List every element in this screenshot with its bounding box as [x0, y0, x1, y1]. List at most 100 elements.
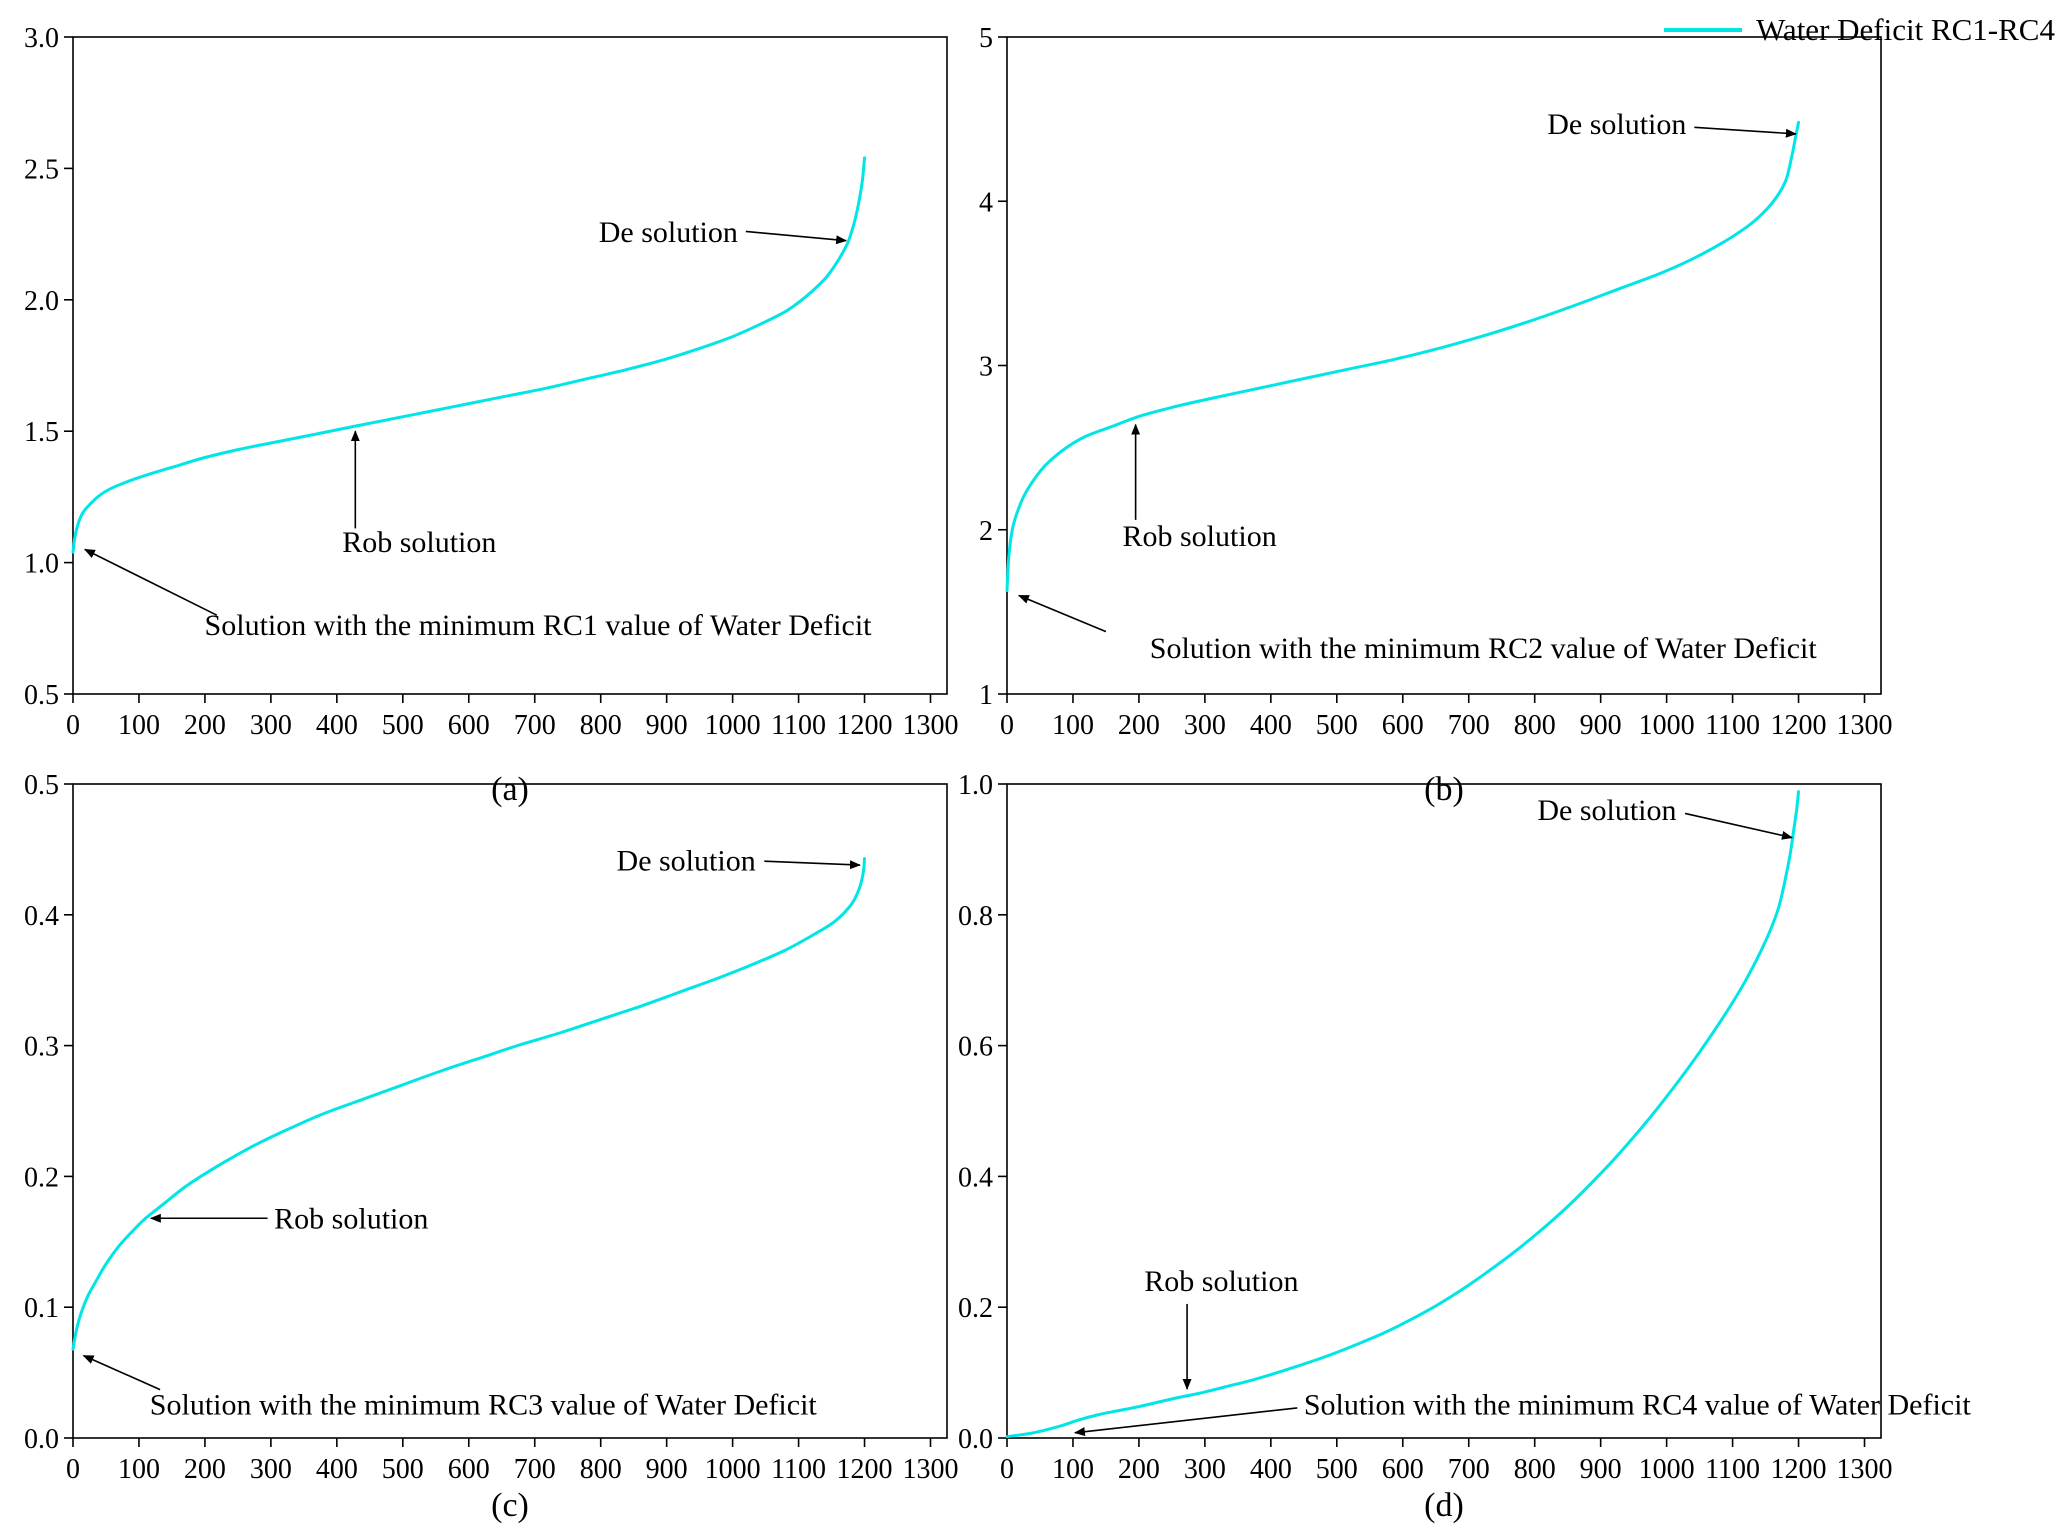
y-tick-label: 0.2 [24, 1162, 59, 1193]
y-tick-label: 0.5 [24, 770, 59, 801]
series-line [71, 857, 866, 1351]
y-tick-label: 1 [979, 680, 993, 711]
x-tick-label: 700 [1448, 710, 1490, 741]
y-tick-label: 0.0 [24, 1424, 59, 1455]
x-tick-label: 900 [646, 710, 688, 741]
x-tick-label: 400 [1250, 1454, 1292, 1485]
x-tick-label: 800 [1514, 1454, 1556, 1485]
y-tick-label: 5 [979, 23, 993, 54]
x-tick-label: 100 [118, 1454, 160, 1485]
x-tick-label: 500 [1316, 710, 1358, 741]
x-tick-label: 700 [514, 710, 556, 741]
plot-frame [72, 36, 948, 695]
annotation-label: Solution with the minimum RC2 value of W… [1150, 632, 1818, 665]
y-tick-label: 2.0 [24, 286, 59, 317]
annotation-arrow [764, 860, 861, 870]
chart-b: 0 100 200 300 400 500 600 700 800 900 1000 1100 1200… [979, 23, 1893, 808]
x-tick-label: 1300 [903, 710, 959, 741]
x-tick-label: 900 [1580, 710, 1622, 741]
annotation-arrow [1684, 812, 1793, 840]
annotation-label: De solution [599, 216, 738, 249]
y-tick-label: 0.2 [958, 1293, 993, 1324]
subplot-caption: (b) [1424, 771, 1464, 808]
annotation-label: De solution [617, 844, 756, 877]
x-tick-label: 1200 [837, 1454, 893, 1485]
x-tick-label: 1300 [903, 1454, 959, 1485]
y-tick-label: 1.0 [958, 770, 993, 801]
x-tick-label: 100 [1052, 1454, 1094, 1485]
y-tick-label: 2.5 [24, 154, 59, 185]
annotation-arrow [1073, 1407, 1298, 1437]
plot-frame [72, 783, 948, 1439]
x-tick-label: 200 [1118, 710, 1160, 741]
subplot-caption: (a) [491, 771, 529, 808]
y-tick-label: 3 [979, 352, 993, 383]
x-tick-label: 1100 [1705, 710, 1760, 741]
x-tick-label: 100 [1052, 710, 1094, 741]
plot-frame [1006, 783, 1882, 1439]
chart-a: 0 100 200 300 400 500 600 700 800 900 1000 1100 1200… [24, 23, 959, 808]
annotation-label: Solution with the minimum RC1 value of W… [205, 609, 873, 642]
x-tick-label: 700 [1448, 1454, 1490, 1485]
annotation-label: Solution with the minimum RC3 value of W… [150, 1388, 818, 1421]
x-tick-label: 300 [1184, 1454, 1226, 1485]
x-tick-label: 600 [1382, 710, 1424, 741]
x-tick-label: 800 [580, 710, 622, 741]
y-tick-label: 0.0 [958, 1424, 993, 1455]
x-tick-label: 400 [1250, 710, 1292, 741]
legend-line-swatch [1664, 28, 1743, 32]
plot-frame [1006, 36, 1882, 695]
series-line [71, 156, 866, 554]
x-tick-label: 500 [382, 710, 424, 741]
y-tick-label: 2 [979, 516, 993, 547]
x-tick-label: 1000 [705, 1454, 761, 1485]
y-tick-label: 0.4 [958, 1162, 993, 1193]
chart-d: 0 100 200 300 400 500 600 700 800 900 1000 1100 1200… [958, 770, 1972, 1524]
annotation-arrow [745, 230, 848, 245]
chart-c: 0 100 200 300 400 500 600 700 800 900 1000 1100 1200… [24, 770, 959, 1524]
y-tick-label: 0.4 [24, 901, 59, 932]
x-tick-label: 200 [1118, 1454, 1160, 1485]
x-tick-label: 1300 [1837, 1454, 1893, 1485]
y-tick-label: 3.0 [24, 23, 59, 54]
annotation-label: Rob solution [342, 526, 496, 559]
y-tick-label: 1.0 [24, 549, 59, 580]
x-tick-label: 600 [448, 1454, 490, 1485]
x-tick-label: 100 [118, 710, 160, 741]
x-tick-label: 800 [1514, 710, 1556, 741]
annotation-label: Solution with the minimum RC4 value of W… [1304, 1388, 1972, 1421]
x-tick-label: 1000 [705, 710, 761, 741]
y-tick-label: 4 [979, 187, 993, 218]
x-tick-label: 0 [66, 1454, 80, 1485]
x-tick-label: 1000 [1639, 710, 1695, 741]
y-tick-label: 0.6 [958, 1032, 993, 1063]
y-tick-label: 0.5 [24, 680, 59, 711]
x-tick-label: 300 [250, 710, 292, 741]
y-tick-label: 0.3 [24, 1032, 59, 1063]
x-tick-label: 1200 [1771, 710, 1827, 741]
x-tick-label: 0 [66, 710, 80, 741]
annotation-arrow [1017, 594, 1107, 633]
x-tick-label: 400 [316, 1454, 358, 1485]
annotation-arrow [1694, 126, 1797, 138]
x-tick-label: 900 [1580, 1454, 1622, 1485]
x-tick-label: 400 [316, 710, 358, 741]
annotation-label: Rob solution [1123, 520, 1277, 553]
x-tick-label: 1100 [771, 1454, 826, 1485]
x-tick-label: 0 [1000, 1454, 1014, 1485]
series-line [1005, 790, 1800, 1439]
y-tick-label: 1.5 [24, 417, 59, 448]
x-tick-label: 1100 [1705, 1454, 1760, 1485]
subplot-caption: (d) [1424, 1487, 1464, 1524]
x-tick-label: 800 [580, 1454, 622, 1485]
x-tick-label: 200 [184, 1454, 226, 1485]
x-tick-label: 500 [1316, 1454, 1358, 1485]
series-line [1005, 120, 1800, 592]
x-tick-label: 500 [382, 1454, 424, 1485]
x-tick-label: 300 [250, 1454, 292, 1485]
annotation-arrow [83, 548, 218, 616]
annotation-label: De solution [1547, 108, 1686, 141]
y-tick-label: 0.1 [24, 1293, 59, 1324]
legend-label: Water Deficit RC1-RC4 [1756, 12, 2055, 47]
